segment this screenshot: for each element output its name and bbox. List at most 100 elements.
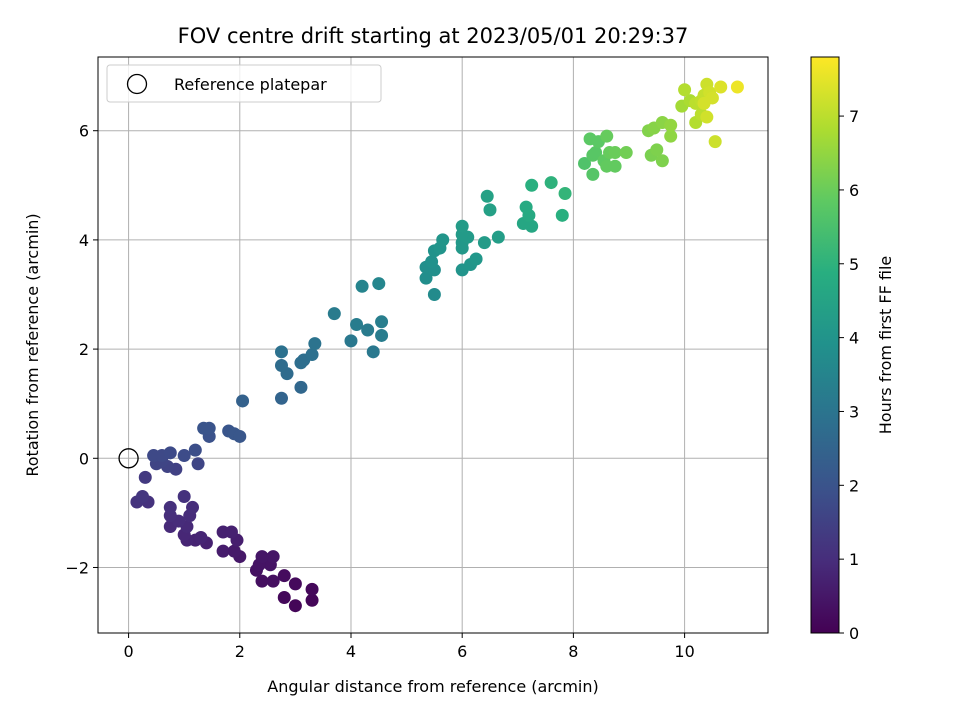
data-point xyxy=(480,189,494,203)
data-point xyxy=(191,457,205,471)
data-point xyxy=(305,582,319,596)
y-tick-label: −2 xyxy=(65,558,89,577)
grid-lines xyxy=(98,57,768,633)
colorbar-tick-label: 0 xyxy=(849,624,859,643)
plot-frame xyxy=(97,56,769,634)
data-point xyxy=(697,96,711,110)
data-point xyxy=(305,593,319,607)
data-point xyxy=(327,307,341,321)
chart-title: FOV centre drift starting at 2023/05/01 … xyxy=(178,24,689,48)
data-point xyxy=(608,159,622,173)
colorbar-gradient xyxy=(810,56,840,634)
legend: Reference platepar xyxy=(106,64,382,103)
data-point xyxy=(436,233,450,247)
y-tick-label: 4 xyxy=(79,231,89,250)
data-point xyxy=(188,443,202,457)
data-point xyxy=(277,591,291,605)
y-axis-ticks: −2 0 2 4 6 xyxy=(65,122,98,577)
x-tick-label: 2 xyxy=(235,642,245,661)
data-point xyxy=(483,203,497,217)
data-point xyxy=(600,129,614,143)
data-point xyxy=(266,574,280,588)
data-point xyxy=(202,421,216,435)
data-point xyxy=(355,279,369,293)
data-point xyxy=(266,550,280,564)
data-point xyxy=(427,287,441,301)
data-point xyxy=(491,230,505,244)
data-point xyxy=(177,449,191,463)
data-points xyxy=(130,77,744,613)
data-point xyxy=(294,380,308,394)
data-point xyxy=(650,143,664,157)
y-tick-label: 0 xyxy=(79,449,89,468)
y-axis-label: Rotation from reference (arcmin) xyxy=(23,213,42,476)
data-point xyxy=(525,178,539,192)
reference-marker xyxy=(118,448,139,469)
data-point xyxy=(216,544,230,558)
data-point xyxy=(288,577,302,591)
data-point xyxy=(255,550,269,564)
data-point xyxy=(586,167,600,181)
x-tick-label: 10 xyxy=(674,642,694,661)
colorbar-tick-label: 7 xyxy=(849,107,859,126)
x-tick-label: 4 xyxy=(346,642,356,661)
data-point xyxy=(277,569,291,583)
colorbar-label: Hours from first FF file xyxy=(876,256,895,435)
colorbar-tick-label: 6 xyxy=(849,181,859,200)
data-point xyxy=(288,599,302,613)
legend-label: Reference platepar xyxy=(174,75,327,94)
colorbar-tick-label: 5 xyxy=(849,255,859,274)
data-point xyxy=(255,574,269,588)
x-tick-label: 0 xyxy=(123,642,133,661)
data-point xyxy=(544,176,558,190)
data-point xyxy=(469,252,483,266)
data-point xyxy=(608,146,622,160)
data-point xyxy=(664,129,678,143)
data-point xyxy=(274,358,288,372)
data-point xyxy=(419,271,433,285)
x-axis-ticks: 0 2 4 6 8 10 xyxy=(123,633,695,661)
colorbar-tick-label: 3 xyxy=(849,402,859,421)
data-point xyxy=(578,156,592,170)
colorbar-tick-label: 4 xyxy=(849,329,859,348)
y-tick-label: 6 xyxy=(79,122,89,141)
data-point xyxy=(558,186,572,200)
data-point xyxy=(425,255,439,269)
data-point xyxy=(664,118,678,132)
data-point xyxy=(274,391,288,405)
legend-box xyxy=(106,64,382,103)
data-point xyxy=(236,394,250,408)
colorbar-ticks: 0 1 2 3 4 5 6 7 xyxy=(839,107,859,643)
data-point xyxy=(177,490,191,504)
data-point xyxy=(274,345,288,359)
data-point xyxy=(678,83,692,97)
data-point xyxy=(700,110,714,124)
data-point xyxy=(186,500,200,514)
data-point xyxy=(224,525,238,539)
legend-reference-marker xyxy=(126,73,148,95)
data-point xyxy=(194,530,208,544)
data-point xyxy=(655,154,669,168)
data-point xyxy=(375,315,389,329)
data-point xyxy=(138,470,152,484)
data-point xyxy=(589,146,603,160)
data-point xyxy=(555,208,569,222)
x-tick-label: 8 xyxy=(568,642,578,661)
data-point xyxy=(372,277,386,291)
data-point xyxy=(163,446,177,460)
data-point xyxy=(375,328,389,342)
data-point xyxy=(519,200,533,214)
colorbar: 0 1 2 3 4 5 6 7 Hours from first FF file xyxy=(810,56,895,643)
data-point xyxy=(366,345,380,359)
data-point xyxy=(525,219,539,233)
data-point xyxy=(714,80,728,94)
data-point xyxy=(619,146,633,160)
data-point xyxy=(455,219,469,233)
x-tick-label: 6 xyxy=(457,642,467,661)
data-point xyxy=(163,500,177,514)
data-point xyxy=(305,348,319,362)
x-axis-label: Angular distance from reference (arcmin) xyxy=(267,677,598,696)
data-point xyxy=(730,80,744,94)
data-point xyxy=(135,490,149,504)
